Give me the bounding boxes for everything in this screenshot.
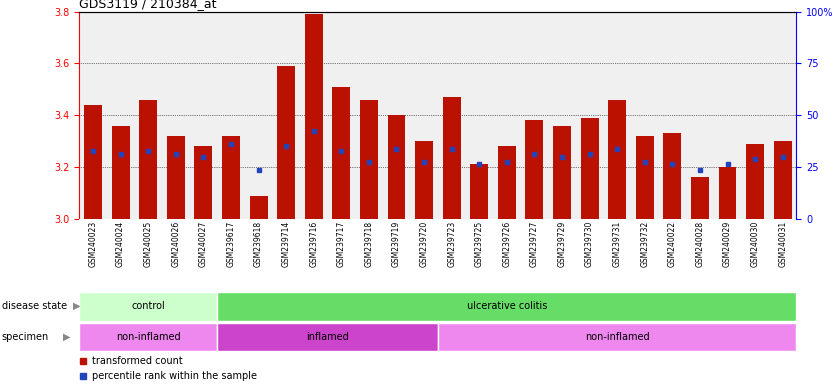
- Text: disease state: disease state: [2, 301, 67, 311]
- Bar: [608, 100, 626, 219]
- Text: control: control: [131, 301, 165, 311]
- Bar: [217, 292, 796, 321]
- Bar: [443, 97, 460, 219]
- Text: ▶: ▶: [63, 332, 71, 342]
- Bar: [222, 136, 240, 219]
- Bar: [167, 136, 185, 219]
- Text: specimen: specimen: [2, 332, 49, 342]
- Bar: [332, 87, 350, 219]
- Bar: [470, 164, 488, 219]
- Text: GSM239714: GSM239714: [282, 221, 290, 267]
- Text: ▶: ▶: [73, 301, 81, 311]
- Text: GSM239723: GSM239723: [447, 221, 456, 267]
- Text: GSM239618: GSM239618: [254, 221, 263, 267]
- Bar: [249, 195, 268, 219]
- Text: GSM240027: GSM240027: [198, 221, 208, 267]
- Text: GSM239727: GSM239727: [530, 221, 539, 267]
- Text: GSM239729: GSM239729: [557, 221, 566, 267]
- Text: GSM239726: GSM239726: [502, 221, 511, 267]
- Text: GSM240023: GSM240023: [88, 221, 98, 267]
- Text: ulcerative colitis: ulcerative colitis: [467, 301, 547, 311]
- Text: non-inflamed: non-inflamed: [585, 332, 650, 342]
- Bar: [663, 133, 681, 219]
- Text: GSM239720: GSM239720: [420, 221, 429, 267]
- Text: GSM239617: GSM239617: [227, 221, 235, 267]
- Bar: [719, 167, 736, 219]
- Text: GSM240024: GSM240024: [116, 221, 125, 267]
- Text: GSM239717: GSM239717: [337, 221, 346, 267]
- Text: GSM239719: GSM239719: [392, 221, 401, 267]
- Bar: [553, 126, 571, 219]
- Text: GSM239725: GSM239725: [475, 221, 484, 267]
- Text: transformed count: transformed count: [92, 356, 183, 366]
- Text: GDS3119 / 210384_at: GDS3119 / 210384_at: [79, 0, 217, 10]
- Bar: [774, 141, 791, 219]
- Text: inflamed: inflamed: [306, 332, 349, 342]
- Bar: [304, 14, 323, 219]
- Bar: [112, 126, 129, 219]
- Text: GSM240031: GSM240031: [778, 221, 787, 267]
- Text: GSM239731: GSM239731: [613, 221, 621, 267]
- Bar: [360, 100, 378, 219]
- Bar: [388, 115, 405, 219]
- Bar: [415, 141, 433, 219]
- Text: GSM239716: GSM239716: [309, 221, 319, 267]
- Text: GSM239718: GSM239718: [364, 221, 374, 267]
- Text: GSM240028: GSM240028: [696, 221, 705, 267]
- Bar: [438, 323, 796, 351]
- Bar: [746, 144, 764, 219]
- Text: GSM240026: GSM240026: [171, 221, 180, 267]
- Bar: [691, 177, 709, 219]
- Bar: [498, 146, 515, 219]
- Bar: [194, 146, 213, 219]
- Bar: [217, 323, 438, 351]
- Text: GSM239730: GSM239730: [585, 221, 594, 267]
- Bar: [84, 105, 102, 219]
- Bar: [277, 66, 295, 219]
- Text: GSM239732: GSM239732: [641, 221, 649, 267]
- Bar: [580, 118, 599, 219]
- Bar: [139, 100, 157, 219]
- Text: non-inflamed: non-inflamed: [116, 332, 180, 342]
- Text: GSM240025: GSM240025: [143, 221, 153, 267]
- Text: GSM240022: GSM240022: [668, 221, 677, 267]
- Text: percentile rank within the sample: percentile rank within the sample: [92, 371, 257, 381]
- Text: GSM240029: GSM240029: [723, 221, 732, 267]
- Bar: [636, 136, 654, 219]
- Bar: [79, 323, 217, 351]
- Bar: [79, 292, 217, 321]
- Text: GSM240030: GSM240030: [751, 221, 760, 267]
- Bar: [525, 121, 544, 219]
